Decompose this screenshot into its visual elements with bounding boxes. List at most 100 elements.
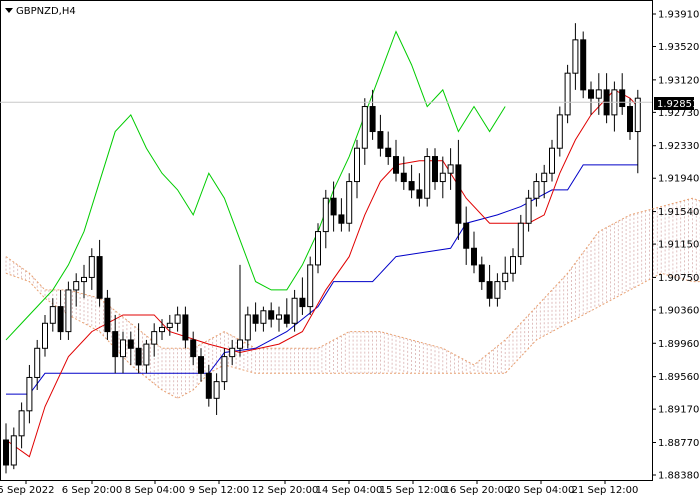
candle-body xyxy=(166,322,173,328)
candle-body xyxy=(541,172,548,183)
candle-body xyxy=(478,264,485,283)
x-tick-label: 9 Sep 12:00 xyxy=(189,485,249,496)
candle-body xyxy=(104,297,111,333)
candle-body xyxy=(455,164,462,224)
candle-body xyxy=(112,331,119,358)
x-tick-label: 5 Sep 2022 xyxy=(0,485,55,496)
tenkan-line xyxy=(5,89,639,458)
candle-body xyxy=(205,372,212,399)
candle-body xyxy=(556,114,563,149)
y-tick-label: 1.91150 xyxy=(658,240,699,251)
y-tick-label: 1.92330 xyxy=(658,141,699,152)
candle-body xyxy=(88,256,95,278)
candle-body xyxy=(151,331,158,345)
candle-body xyxy=(619,89,626,108)
candle-body xyxy=(135,347,142,366)
y-tick-label: 1.93120 xyxy=(658,75,699,86)
candle-body xyxy=(120,339,126,358)
candle-body xyxy=(439,172,446,183)
candle-body xyxy=(377,131,384,149)
candle-body xyxy=(96,256,103,299)
candle-body xyxy=(244,314,251,341)
candle-body xyxy=(517,222,524,258)
candle-body xyxy=(588,89,594,99)
candle-body xyxy=(276,314,282,320)
candle-body xyxy=(627,106,633,133)
candle-body xyxy=(549,147,555,174)
y-tick-label: 1.91540 xyxy=(658,207,699,218)
candle-body xyxy=(49,306,56,324)
candle-body xyxy=(494,281,501,299)
indicator-lines xyxy=(5,30,639,458)
x-tick-label: 14 Sep 04:00 xyxy=(316,485,383,496)
symbol-label: GBPNZD,H4 xyxy=(16,6,76,17)
candle-body xyxy=(564,72,571,116)
candles xyxy=(3,23,641,474)
candle-body xyxy=(268,310,275,320)
candle-body xyxy=(471,247,477,266)
candle-body xyxy=(260,310,267,324)
dropdown-triangle-icon[interactable] xyxy=(5,8,13,13)
candle-body xyxy=(229,347,236,358)
x-tick-label: 6 Sep 20:00 xyxy=(62,485,122,496)
candle-body xyxy=(580,39,587,91)
kijun-line xyxy=(6,164,638,395)
y-axis: 1.93910 1.93520 1.93120 1.92730 1.92330 1.919… xyxy=(652,10,699,482)
candle-body xyxy=(307,264,314,308)
candle-body xyxy=(393,156,399,174)
candle-body xyxy=(127,339,134,349)
x-axis: 5 Sep 2022 6 Sep 20:00 8 Sep 04:00 9 Sep 12… xyxy=(0,480,638,496)
y-tick-label: 1.89960 xyxy=(658,339,699,350)
y-tick-label: 1.90360 xyxy=(658,305,699,316)
candle-body xyxy=(463,222,470,249)
candle-body xyxy=(252,314,259,324)
y-tick-label: 1.89170 xyxy=(658,405,699,416)
candle-body xyxy=(502,272,509,283)
candle-body xyxy=(291,297,298,324)
candle-body xyxy=(510,256,516,274)
candle-body xyxy=(315,231,321,266)
symbol-header: GBPNZD,H4 xyxy=(5,6,76,17)
candle-body xyxy=(237,339,243,349)
candle-body xyxy=(159,326,165,333)
x-tick-label: 15 Sep 12:00 xyxy=(380,485,447,496)
y-tick-label: 1.88380 xyxy=(658,471,699,482)
candle-body xyxy=(10,435,17,466)
candle-body xyxy=(346,181,353,224)
candle-body xyxy=(221,356,228,383)
x-tick-label: 21 Sep 12:00 xyxy=(572,485,639,496)
x-tick-label: 8 Sep 04:00 xyxy=(125,485,185,496)
y-tick-label: 1.93910 xyxy=(658,10,699,21)
candle-body xyxy=(408,181,415,191)
candle-body xyxy=(174,314,181,324)
candle-body xyxy=(34,347,41,378)
candle-body xyxy=(385,147,392,158)
candle-body xyxy=(595,89,602,99)
candle-body xyxy=(533,181,540,199)
y-tick-label: 1.93520 xyxy=(658,42,699,53)
candle-body xyxy=(416,189,423,199)
plot-frame xyxy=(0,0,653,481)
candle-body xyxy=(26,376,33,412)
candle-body xyxy=(572,39,579,74)
candle-body xyxy=(182,314,189,341)
candle-body xyxy=(361,106,368,149)
y-tick-label: 1.90750 xyxy=(658,273,699,284)
candle-body xyxy=(424,156,431,199)
candle-body xyxy=(354,147,360,183)
candle-body xyxy=(299,297,306,308)
x-tick-label: 16 Sep 20:00 xyxy=(444,485,511,496)
candle-body xyxy=(190,339,197,358)
cloud-span-b xyxy=(5,272,700,399)
candle-body xyxy=(369,106,376,133)
candle-body xyxy=(81,276,87,283)
candle-body xyxy=(322,197,329,233)
candle-body xyxy=(634,97,641,133)
candle-body xyxy=(18,410,25,437)
candle-body xyxy=(198,356,204,374)
candle-body xyxy=(330,197,337,216)
y-tick-label: 1.92730 xyxy=(658,108,699,119)
y-tick-label: 1.91940 xyxy=(658,174,699,185)
